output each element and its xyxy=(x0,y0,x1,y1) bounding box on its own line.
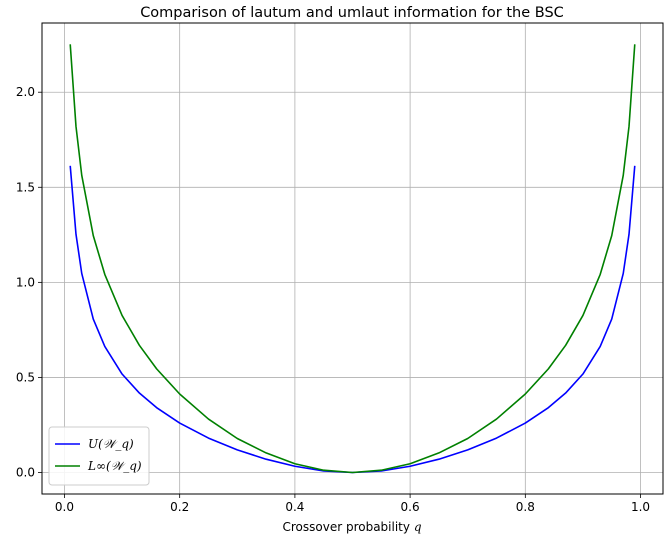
x-tick-label: 0.2 xyxy=(170,500,189,514)
legend-label: U(𝒲_q) xyxy=(88,437,134,451)
chart-title: Comparison of lautum and umlaut informat… xyxy=(140,5,564,21)
ticks: 0.0 0.2 0.4 0.6 0.8 1.0 0.0 0.5 1.0 1.5 2.0 xyxy=(16,85,650,514)
x-axis-label: Crossover probability q xyxy=(282,520,421,534)
y-tick-label: 1.0 xyxy=(16,275,35,289)
plot-frame xyxy=(41,22,664,495)
series-lines xyxy=(69,44,636,474)
legend: U(𝒲_q) L∞(𝒲_q) xyxy=(48,426,150,486)
grid xyxy=(42,23,663,494)
x-tick-label: 0.4 xyxy=(285,500,304,514)
y-tick-label: 2.0 xyxy=(16,85,35,99)
x-axis-label-var: q xyxy=(414,520,422,534)
legend-box xyxy=(48,426,150,486)
x-axis-label-text: Crossover probability xyxy=(282,520,410,534)
legend-label: L∞(𝒲_q) xyxy=(87,459,142,473)
x-tick-label: 1.0 xyxy=(631,500,650,514)
x-tick-label: 0.8 xyxy=(516,500,535,514)
x-tick-label: 0.0 xyxy=(55,500,74,514)
y-tick-label: 0.0 xyxy=(16,466,35,480)
y-tick-label: 0.5 xyxy=(16,370,35,384)
x-tick-label: 0.6 xyxy=(401,500,420,514)
y-tick-label: 1.5 xyxy=(16,180,35,194)
series-line-lautum xyxy=(69,44,636,474)
